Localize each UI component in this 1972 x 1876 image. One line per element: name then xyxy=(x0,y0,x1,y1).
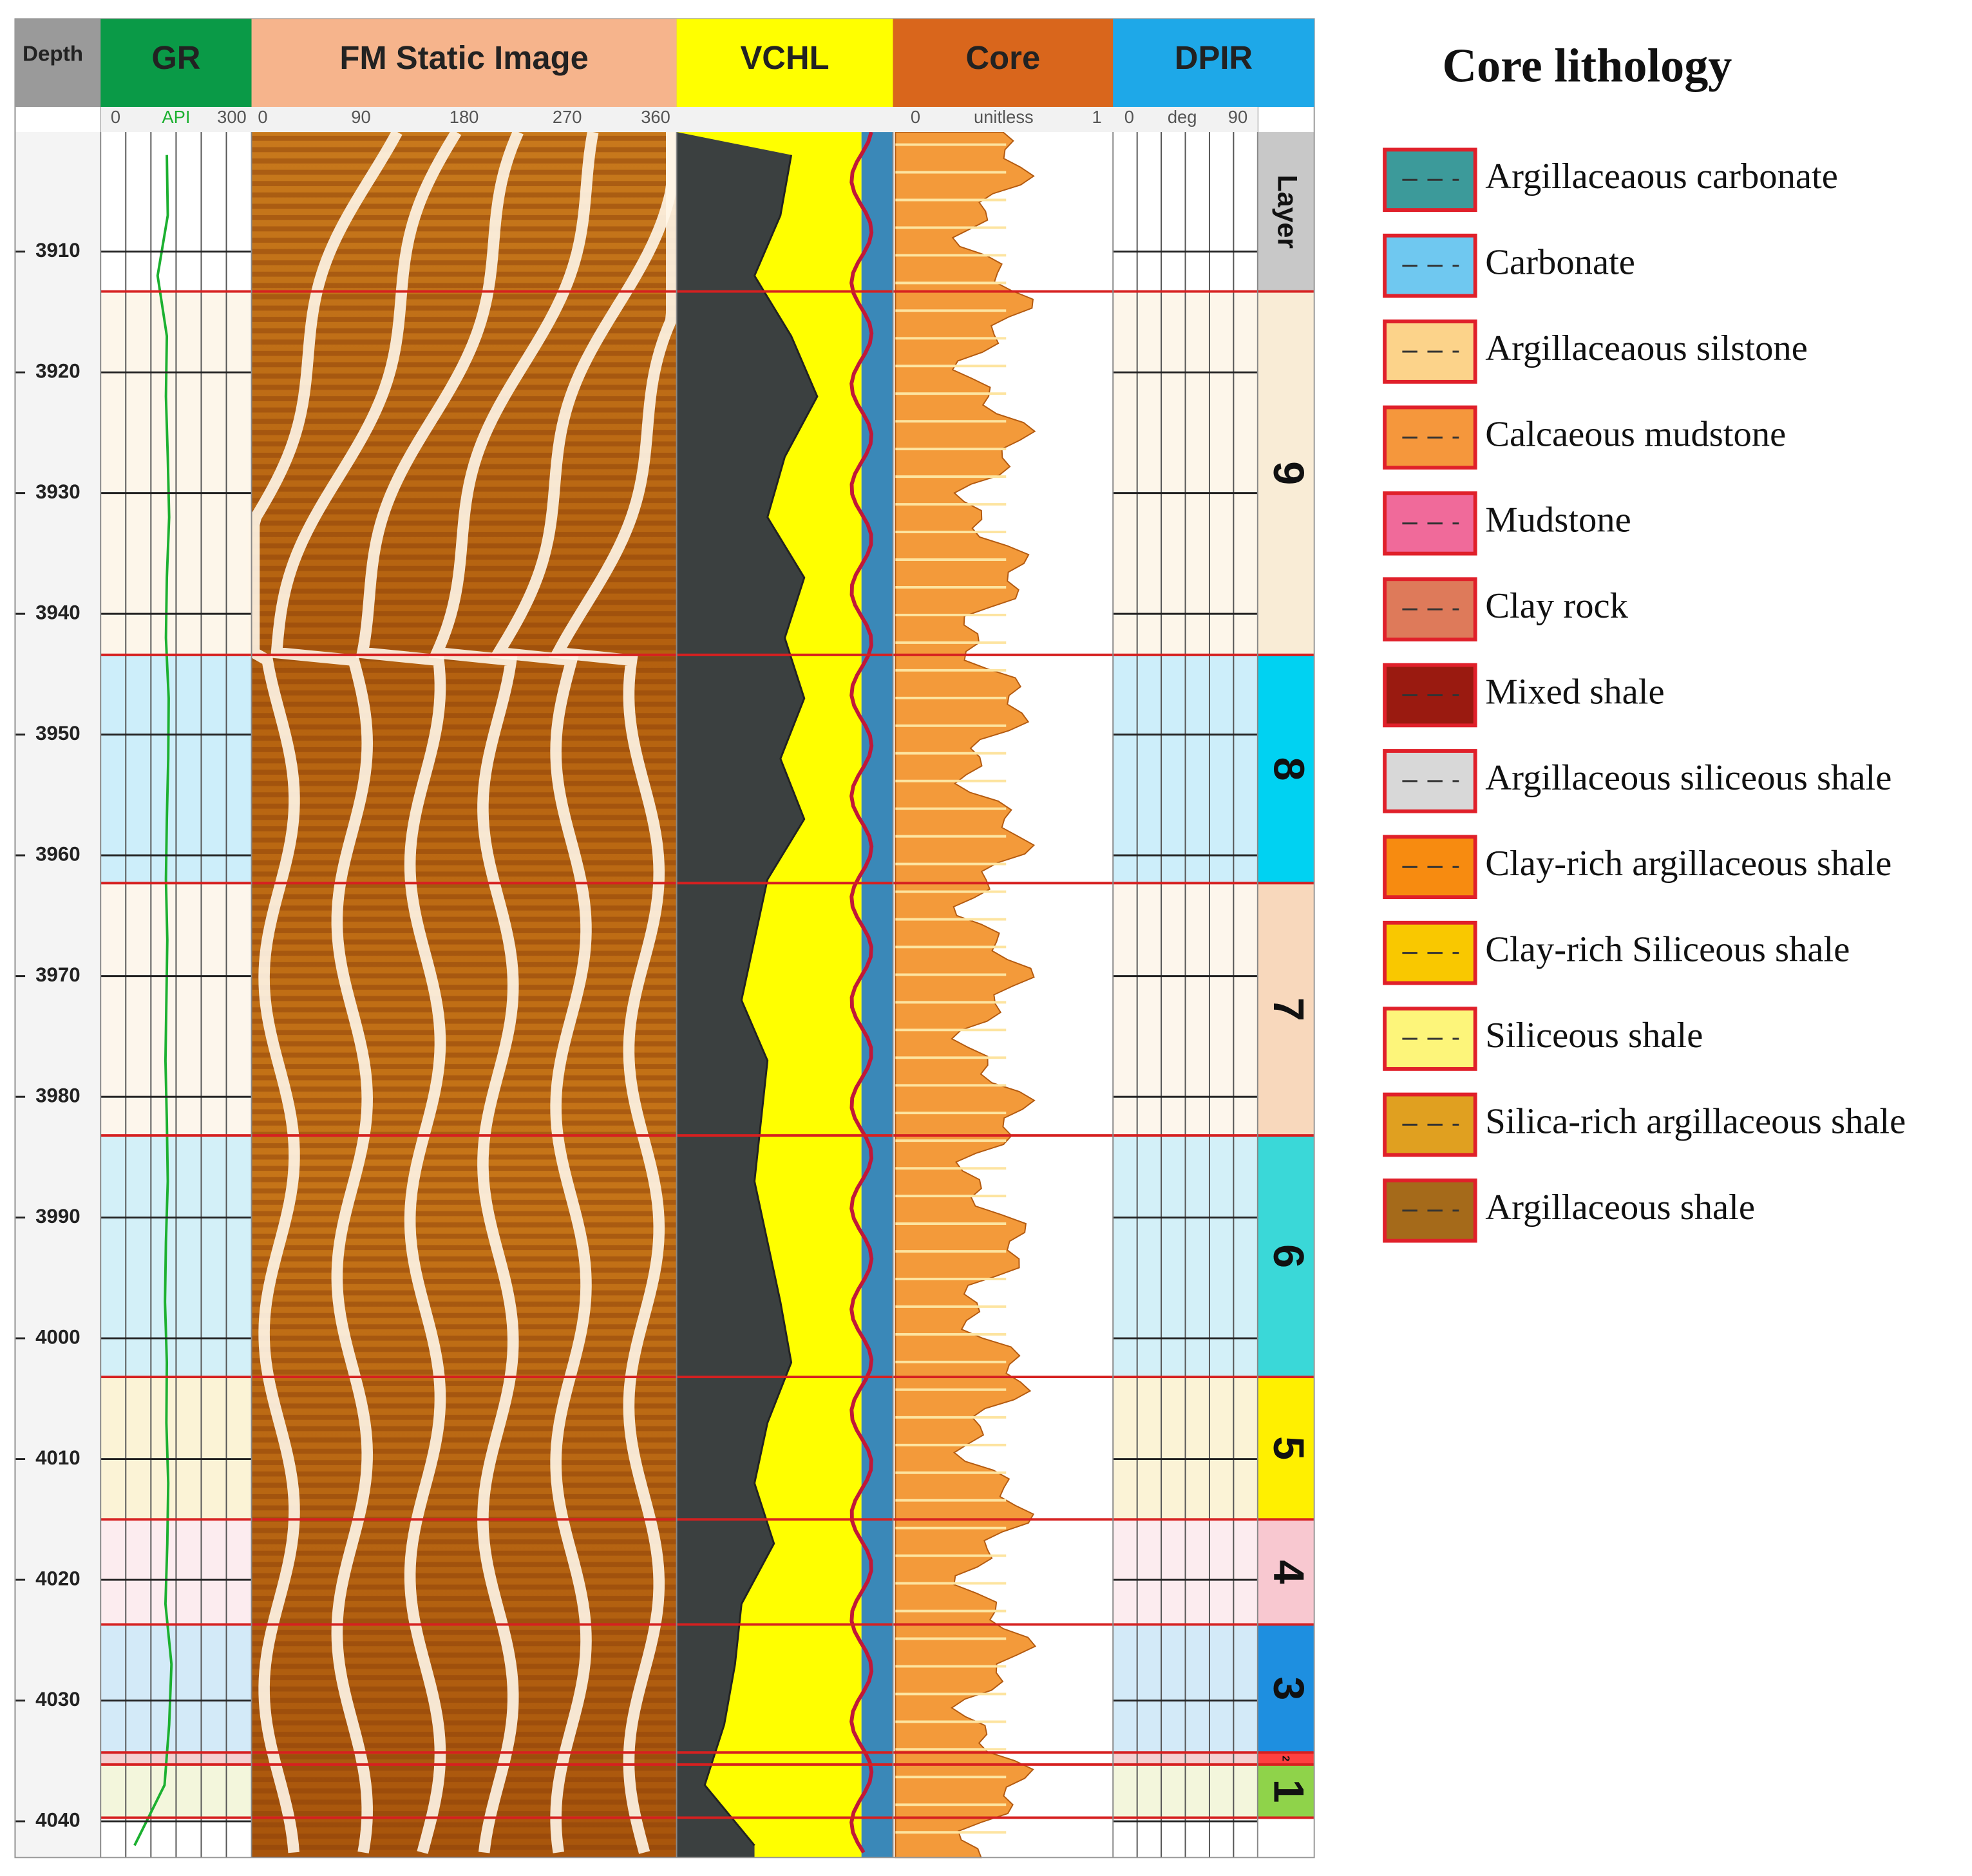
layer-label: 3 xyxy=(1264,1676,1312,1700)
layer-label: Layer xyxy=(1271,175,1302,249)
depth-tick-label: 4010 xyxy=(35,1446,80,1469)
depth-tick-label: 3910 xyxy=(35,239,80,261)
depth-tick-label: 3940 xyxy=(35,601,80,623)
mineral-fill xyxy=(861,132,893,1858)
legend-label: Argillaceaous carbonate xyxy=(1485,156,1838,196)
track-header xyxy=(1113,19,1314,107)
legend-swatch xyxy=(1383,491,1477,556)
image-scale-label: 270 xyxy=(553,107,582,127)
legend-label: Clay rock xyxy=(1485,586,1628,626)
image-scale-label: 0 xyxy=(258,107,267,127)
legend-swatch xyxy=(1383,319,1477,384)
depth-tick-label: 4020 xyxy=(35,1567,80,1589)
vchl-curve xyxy=(703,155,819,1846)
image-sinusoid xyxy=(270,129,462,1853)
track-header-label: Core xyxy=(966,39,1041,76)
layer-label: 1 xyxy=(1265,1779,1313,1803)
layer-cell xyxy=(1257,1752,1314,1765)
depth-column xyxy=(15,132,101,1858)
layer-label: 9 xyxy=(1264,461,1312,485)
layer-label: 5 xyxy=(1264,1436,1312,1460)
legend-label: Mixed shale xyxy=(1485,672,1664,712)
image-scale-label: 180 xyxy=(450,107,479,127)
legend: Core lithology Argillaceaous carbonate Car… xyxy=(1383,39,1906,1243)
legend-label: Carbonate xyxy=(1485,243,1635,283)
scale-label: 0 xyxy=(111,107,120,127)
image-sinusoid xyxy=(356,129,524,1854)
layer-label: 6 xyxy=(1264,1244,1312,1268)
legend-label: Clay-rich Siliceous shale xyxy=(1485,930,1850,970)
image-sinusoid xyxy=(248,129,403,1853)
depth-tick-label: 3920 xyxy=(35,359,80,382)
depth-tick-label: 3980 xyxy=(35,1084,80,1106)
gr-curve xyxy=(133,155,173,1846)
depth-tick-label: 3950 xyxy=(35,722,80,744)
image-sinusoid xyxy=(549,132,678,1854)
image-scale-label: 360 xyxy=(641,107,670,127)
legend-label: Silica-rich argillaceous shale xyxy=(1485,1101,1906,1141)
layer-cell xyxy=(1257,1135,1314,1378)
scale-label: 0 xyxy=(911,107,920,127)
layer-label: 4 xyxy=(1264,1560,1312,1584)
depth-tick-label: 4000 xyxy=(35,1325,80,1348)
legend-label: Calcaeous mudstone xyxy=(1485,414,1786,454)
legend-title: Core lithology xyxy=(1442,39,1732,92)
depth-header xyxy=(15,19,101,107)
scale-unit: deg xyxy=(1168,107,1197,127)
layer-cell xyxy=(1257,1377,1314,1520)
track-headers: Depth GR FM Static Image VCHL Core DPIR 0 API 30… xyxy=(15,19,1314,133)
image-sinusoid xyxy=(489,132,678,1853)
depth-tick-label: 3970 xyxy=(35,963,80,986)
scale-label: 1 xyxy=(1092,107,1101,127)
depth-tick-label: 3990 xyxy=(35,1205,80,1227)
legend-label: Argillaceaous silstone xyxy=(1485,328,1808,368)
depth-header-label: Depth xyxy=(23,43,83,66)
layer-cell xyxy=(1257,654,1314,884)
scale-label: 90 xyxy=(1228,107,1247,127)
layer-cell xyxy=(1257,291,1314,655)
scale-unit: unitless xyxy=(974,107,1034,127)
legend-label: Siliceous shale xyxy=(1485,1016,1703,1056)
depth-tick-label: 3960 xyxy=(35,842,80,865)
depth-tick-label: 3930 xyxy=(35,480,80,503)
track-header-label: FM Static Image xyxy=(339,39,588,76)
layer-cell xyxy=(1257,1519,1314,1625)
scale-unit: API xyxy=(162,107,190,127)
layer-label: 8 xyxy=(1264,757,1312,781)
image-texture xyxy=(251,132,677,1858)
track-header-label: VCHL xyxy=(740,39,829,76)
scale-row xyxy=(100,106,1258,133)
track-header-label: GR xyxy=(151,39,200,76)
scale-label: 0 xyxy=(1124,107,1134,127)
legend-label: Mudstone xyxy=(1485,500,1631,540)
depth-tick-label: 4030 xyxy=(35,1688,80,1710)
layer-cell xyxy=(1257,1624,1314,1753)
layer-cell xyxy=(1257,883,1314,1136)
track-header-label: DPIR xyxy=(1175,39,1253,76)
image-sinusoid xyxy=(428,131,599,1853)
layer-cell xyxy=(1257,1764,1314,1818)
legend-label: Argillaceous siliceous shale xyxy=(1485,758,1891,798)
layer-label: 2 xyxy=(1280,1756,1291,1761)
track-header xyxy=(893,19,1114,107)
layer-label: 7 xyxy=(1264,998,1312,1021)
log-body: Layer 9 8 7 6 5 4 3 2 1 xyxy=(15,129,1314,1859)
scale-label: 300 xyxy=(217,107,247,127)
track-header xyxy=(251,19,677,107)
layer-cell xyxy=(1257,132,1314,292)
vchl-shale-area xyxy=(676,132,817,1858)
legend-label: Argillaceous shale xyxy=(1485,1188,1755,1227)
image-scale-label: 90 xyxy=(351,107,370,127)
mineral-boundary xyxy=(849,131,874,1853)
track-header xyxy=(100,19,252,107)
legend-label: Clay-rich argillaceous shale xyxy=(1485,844,1891,884)
log-overlay: 3910392039303940395039603970398039904000… xyxy=(14,18,1315,1859)
track-header xyxy=(676,19,893,107)
legend-swatch xyxy=(1383,835,1477,900)
depth-tick-label: 4040 xyxy=(35,1808,80,1831)
